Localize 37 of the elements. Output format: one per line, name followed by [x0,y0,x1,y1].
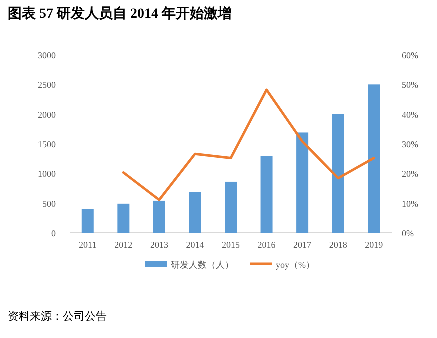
bar [260,156,273,233]
x-tick-label: 2019 [365,240,384,250]
y-tick-label: 0 [52,228,56,238]
bar [225,182,237,233]
x-tick-label: 2015 [222,240,240,250]
y2-tick-label: 30% [402,140,419,150]
y-tick-label: 1500 [38,140,56,150]
y2-tick-label: 60% [402,50,419,60]
bar [332,114,344,233]
legend-label: 研发人数（人） [171,260,234,270]
x-tick-label: 2012 [114,240,133,250]
x-tick-label: 2017 [294,240,312,250]
y-tick-label: 500 [42,198,56,209]
legend-label: yoy（%） [276,260,315,270]
y-tick-label: 2500 [38,80,56,90]
bar [82,209,94,233]
x-tick-label: 2013 [150,240,169,250]
y-tick-label: 1000 [38,169,56,180]
y2-tick-label: 10% [402,198,419,209]
y2-tick-label: 20% [402,169,419,180]
y-tick-label: 2000 [38,110,56,120]
text: 资料来源：公司公告 [8,310,107,323]
bar [118,204,130,233]
y-tick-label: 3000 [38,50,56,60]
y2-tick-label: 0% [402,228,414,238]
y2-tick-label: 40% [402,110,419,120]
x-tick-label: 2011 [79,240,97,250]
x-tick-label: 2018 [329,240,348,250]
bar [296,132,309,233]
bar [368,84,380,233]
line-series [122,88,376,202]
y2-tick-label: 50% [402,80,419,90]
chart-title: 图表 57 研发人员自 2014 年开始激增 [8,6,232,22]
bar [153,200,166,233]
bar [189,192,202,233]
x-tick-label: 2014 [186,240,205,250]
x-tick-label: 2016 [258,240,276,250]
